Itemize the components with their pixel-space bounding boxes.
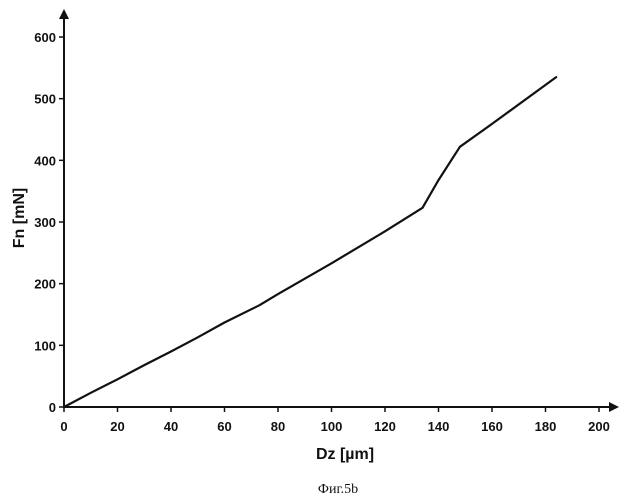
x-tick-label: 180 xyxy=(535,419,557,434)
y-tick-label: 500 xyxy=(34,92,56,107)
y-tick-label: 100 xyxy=(34,338,56,353)
y-tick-label: 600 xyxy=(34,30,56,45)
x-tick-label: 80 xyxy=(271,419,285,434)
x-tick-label: 140 xyxy=(428,419,450,434)
y-axis-ticks: 0 100 200 300 400 500 600 xyxy=(34,30,64,415)
x-tick-label: 20 xyxy=(110,419,124,434)
x-tick-label: 200 xyxy=(588,419,610,434)
x-tick-label: 100 xyxy=(321,419,343,434)
series-line xyxy=(64,77,556,407)
x-axis-label: Dz [µm] xyxy=(316,446,374,463)
x-tick-label: 60 xyxy=(217,419,231,434)
x-tick-label: 40 xyxy=(164,419,178,434)
series-layer xyxy=(64,77,556,407)
y-tick-label: 200 xyxy=(34,277,56,292)
y-tick-label: 300 xyxy=(34,215,56,230)
x-tick-label: 0 xyxy=(60,419,67,434)
y-axis-label: Fn [mN] xyxy=(11,188,28,248)
figure-caption: Фиг.5b xyxy=(318,482,358,497)
y-tick-label: 0 xyxy=(49,400,56,415)
x-tick-label: 120 xyxy=(374,419,396,434)
x-tick-label: 160 xyxy=(481,419,503,434)
y-tick-label: 400 xyxy=(34,153,56,168)
x-axis-ticks: 0 20 40 60 80 100 120 140 160 180 200 xyxy=(60,407,609,434)
